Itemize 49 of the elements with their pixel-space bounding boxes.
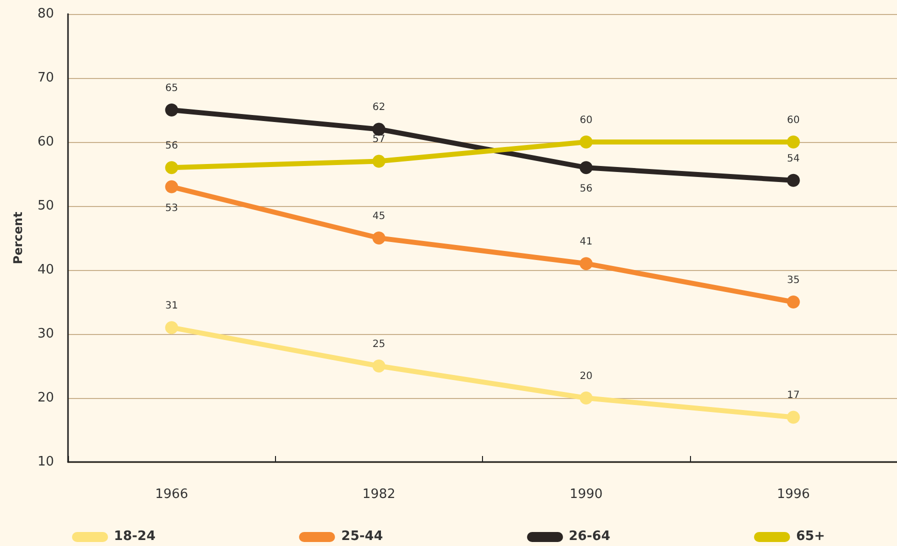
point [372,360,386,372]
legend-label: 26-64 [568,529,610,544]
data-label: 45 [372,211,386,222]
data-label: 60 [787,115,800,126]
data-label: 57 [372,134,386,146]
data-label: 54 [787,153,800,164]
point [786,410,800,424]
y-tick-label: 70 [37,70,54,86]
point [580,136,593,148]
point [372,232,386,244]
point [165,321,178,334]
data-label: 17 [787,390,800,402]
point [372,122,386,136]
y-axis-title: Percent [11,212,25,264]
data-label: 31 [165,300,178,312]
data-label: 56 [165,140,178,152]
point [580,257,593,270]
y-tick-label: 10 [37,454,54,470]
data-label: 62 [372,102,386,114]
y-tick-label: 80 [37,6,54,22]
point [786,136,800,148]
point [165,180,178,194]
data-label: 65 [165,83,178,94]
y-tick-label: 50 [37,198,54,214]
data-label: 56 [580,184,592,195]
data-label: 25 [372,339,386,350]
legend-label: 65+ [796,529,826,544]
point [580,392,593,404]
point [580,161,593,174]
point [786,174,800,187]
legend-label: 25-44 [341,529,383,544]
point [165,161,178,174]
data-label: 41 [580,236,592,248]
y-tick-label: 30 [37,326,54,342]
data-label: 35 [787,275,800,286]
y-tick-label: 60 [37,134,54,150]
legend-label: 18-24 [114,529,156,544]
x-tick-label: 1966 [155,487,188,502]
point [372,154,386,168]
x-tick-label: 1982 [362,487,396,502]
x-tick-label: 1996 [776,487,810,502]
y-tick-label: 40 [37,262,54,278]
data-label: 53 [165,202,178,214]
x-tick-label: 1990 [570,487,603,502]
data-label: 60 [580,115,592,126]
y-tick-label: 20 [37,390,54,406]
data-label: 20 [580,371,592,382]
point [786,296,800,308]
point [165,104,178,116]
